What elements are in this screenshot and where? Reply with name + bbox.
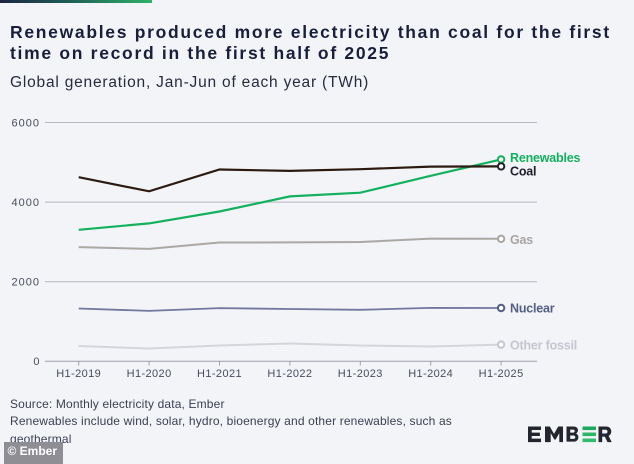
- svg-text:Nuclear: Nuclear: [510, 302, 555, 316]
- svg-text:H1-2020: H1-2020: [127, 368, 172, 380]
- svg-text:Coal: Coal: [510, 165, 536, 179]
- svg-text:4000: 4000: [12, 197, 40, 209]
- svg-text:Other fossil: Other fossil: [510, 338, 577, 352]
- svg-text:0: 0: [33, 356, 39, 368]
- svg-text:H1-2023: H1-2023: [338, 368, 383, 380]
- svg-text:H1-2024: H1-2024: [408, 368, 453, 380]
- svg-text:6000: 6000: [12, 117, 40, 129]
- svg-text:H1-2019: H1-2019: [56, 368, 101, 380]
- svg-text:Renewables: Renewables: [510, 151, 581, 165]
- svg-text:Gas: Gas: [510, 233, 533, 247]
- svg-text:2000: 2000: [12, 277, 40, 289]
- svg-text:H1-2021: H1-2021: [197, 368, 242, 380]
- svg-text:H1-2025: H1-2025: [479, 368, 524, 380]
- svg-text:H1-2022: H1-2022: [267, 368, 312, 380]
